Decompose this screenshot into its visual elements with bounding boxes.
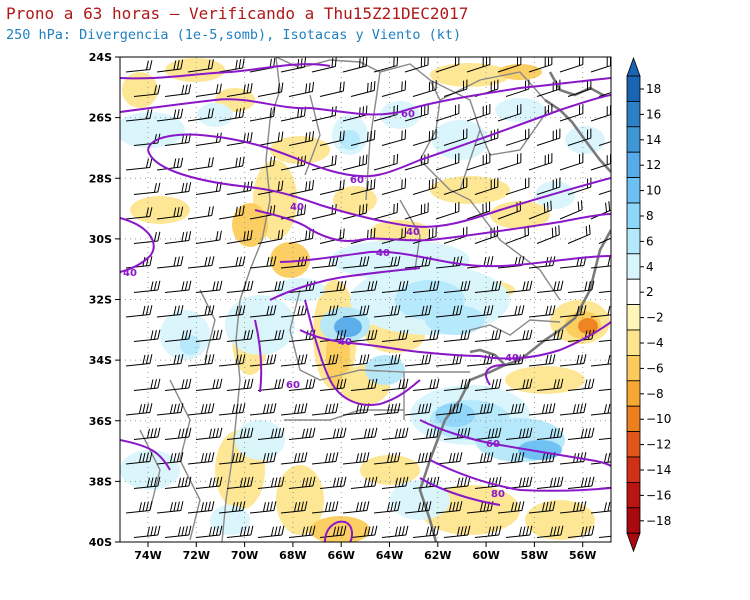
colorbar-label: −6 xyxy=(646,361,664,375)
isotach-label: 40 xyxy=(505,353,519,364)
colorbar-label: −2 xyxy=(646,311,664,325)
colorbar-swatch xyxy=(626,253,641,280)
colorbar-swatch xyxy=(626,456,641,483)
colorbar-swatch xyxy=(626,329,641,356)
lon-tick-label: 70W xyxy=(231,549,258,562)
colorbar-swatch xyxy=(626,101,641,128)
colorbar-swatch xyxy=(626,354,641,382)
colorbar-swatch xyxy=(626,507,641,534)
colorbar: 18 16 14 12 10 8 6 4 2 −2 −4 −6 −8 −10 −12 −14 −16 −18 xyxy=(626,56,671,553)
isotach-label: 60 xyxy=(401,109,415,120)
lat-tick-label: 26S xyxy=(89,112,112,125)
colorbar-swatch xyxy=(626,202,641,229)
colorbar-swatch xyxy=(626,481,641,509)
colorbar-swatch xyxy=(626,151,641,178)
lat-tick-label: 34S xyxy=(89,354,112,367)
lon-tick-label: 60W xyxy=(472,549,499,562)
isotach-label: 40 xyxy=(338,337,352,348)
colorbar-label: 8 xyxy=(646,209,654,223)
lon-tick-label: 66W xyxy=(327,549,354,562)
colorbar-label: 16 xyxy=(646,107,661,121)
isotach-label: 40 xyxy=(290,202,304,213)
wind-barbs xyxy=(125,57,611,538)
isotach-label: 40 xyxy=(123,268,137,279)
colorbar-swatch xyxy=(626,126,641,153)
map-area: 40 60 60 40 40 40 60 40 40 60 80 xyxy=(120,57,611,542)
isotach-label: 40 xyxy=(376,248,390,259)
isotach-label: 80 xyxy=(491,489,505,500)
isotach-labels: 40 60 60 40 40 40 60 40 40 60 80 xyxy=(123,109,519,500)
lon-tick-label: 68W xyxy=(279,549,306,562)
colorbar-label: −12 xyxy=(646,438,671,452)
axes: 24S 26S 28S 30S 32S 34S 36S 38S 40S 74W 72W 70W 68W 6… xyxy=(89,51,597,562)
isotach-label: 40 xyxy=(406,227,420,238)
colorbar-swatch xyxy=(626,405,641,433)
lat-tick-label: 36S xyxy=(89,415,112,428)
colorbar-label: −10 xyxy=(646,412,671,426)
colorbar-swatch xyxy=(626,431,641,458)
lat-tick-label: 32S xyxy=(89,294,112,307)
colorbar-label: −18 xyxy=(646,514,671,528)
isotach-label: 60 xyxy=(350,175,364,186)
lat-tick-label: 38S xyxy=(89,475,112,488)
colorbar-swatch xyxy=(626,278,641,306)
lon-tick-label: 62W xyxy=(424,549,451,562)
colorbar-swatch xyxy=(626,177,641,204)
isotach-contours xyxy=(120,63,611,542)
lat-tick-label: 30S xyxy=(89,233,112,246)
colorbar-label: −4 xyxy=(646,336,664,350)
isotach-label: 60 xyxy=(486,439,500,450)
lon-tick-label: 56W xyxy=(569,549,596,562)
colorbar-swatch xyxy=(626,304,641,331)
colorbar-swatch xyxy=(626,380,641,407)
colorbar-swatch xyxy=(626,227,641,255)
colorbar-label: 2 xyxy=(646,285,654,299)
colorbar-label: 12 xyxy=(646,158,661,172)
colorbar-swatch xyxy=(626,75,641,102)
colorbar-label: −16 xyxy=(646,488,671,502)
lon-tick-label: 74W xyxy=(134,549,161,562)
colorbar-label: 10 xyxy=(646,184,661,198)
chart-subtitle: 250 hPa: Divergencia (1e-5,somb), Isotac… xyxy=(6,27,462,43)
colorbar-label: 14 xyxy=(646,133,661,147)
lat-tick-label: 24S xyxy=(89,51,112,64)
lon-tick-label: 64W xyxy=(376,549,403,562)
colorbar-label: −8 xyxy=(646,387,664,401)
lon-tick-label: 58W xyxy=(521,549,548,562)
chart-title: Prono a 63 horas — Verificando a Thu15Z2… xyxy=(6,4,469,23)
colorbar-label: −14 xyxy=(646,463,671,477)
isotach-label: 60 xyxy=(286,380,300,391)
colorbar-label: 4 xyxy=(646,260,654,274)
lon-tick-label: 72W xyxy=(183,549,210,562)
colorbar-label: 6 xyxy=(646,234,654,248)
colorbar-label: 18 xyxy=(646,82,661,96)
lat-tick-label: 28S xyxy=(89,172,112,185)
lat-tick-label: 40S xyxy=(89,536,112,549)
